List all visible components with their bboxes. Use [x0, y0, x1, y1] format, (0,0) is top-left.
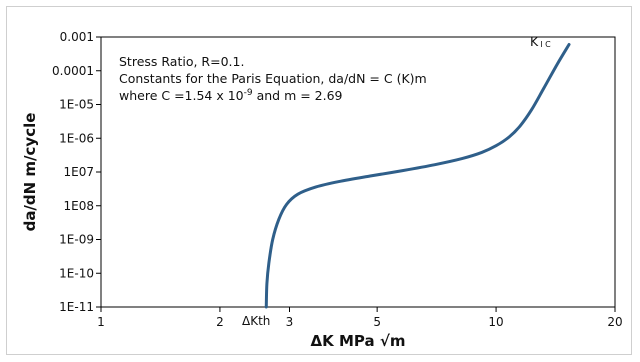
x-axis-title: ΔK MPa √m	[311, 332, 406, 350]
y-tick-label-5: 1E08	[64, 199, 95, 213]
y-tick-label-3: 1E-06	[59, 131, 94, 145]
x-tick-label-5: 20	[607, 315, 622, 329]
plot-area	[100, 36, 616, 308]
y-axis-ticks: 0.001 0.0001 1E-05 1E-06 1E07 1E08 1E-09 1E-10 1…	[52, 30, 101, 314]
note-line-3-prefix: where C =1.54 x 10	[119, 88, 244, 103]
x-tick-label-4: 10	[488, 315, 503, 329]
kic-label-main: K	[530, 34, 539, 49]
x-tick-label-0: 1	[97, 315, 105, 329]
x-axis-ticks: 1 2 3 5 10 20	[97, 307, 623, 329]
x-tick-label-2: 3	[286, 315, 294, 329]
y-tick-label-7: 1E-10	[59, 266, 94, 280]
y-tick-label-4: 1E07	[64, 165, 95, 179]
chart-frame: 0.001 0.0001 1E-05 1E-06 1E07 1E08 1E-09 1E-10 1…	[6, 6, 632, 355]
y-tick-label-6: 1E-09	[59, 233, 94, 247]
y-tick-label-2: 1E-05	[59, 98, 94, 112]
note-line-3-exponent: -9	[244, 88, 253, 98]
kic-label-sub: I C	[540, 40, 551, 49]
y-tick-label-0: 0.001	[60, 30, 94, 44]
x-tick-label-3: 5	[373, 315, 381, 329]
note-line-1: Stress Ratio, R=0.1.	[119, 54, 244, 69]
note-line-3: where C =1.54 x 10-9 and m = 2.69	[119, 88, 343, 103]
y-tick-label-8: 1E-11	[59, 300, 94, 314]
kth-label: ΔKth	[242, 314, 270, 328]
y-axis-title: da/dN m/cycle	[21, 113, 39, 232]
note-line-3-suffix: and m = 2.69	[253, 88, 343, 103]
crack-growth-curve	[264, 42, 571, 309]
x-tick-label-1: 2	[216, 315, 224, 329]
chart-svg: 0.001 0.0001 1E-05 1E-06 1E07 1E08 1E-09 1E-10 1…	[21, 30, 623, 350]
y-tick-label-1: 0.0001	[52, 64, 94, 78]
note-line-2: Constants for the Paris Equation, da/dN …	[119, 71, 427, 86]
